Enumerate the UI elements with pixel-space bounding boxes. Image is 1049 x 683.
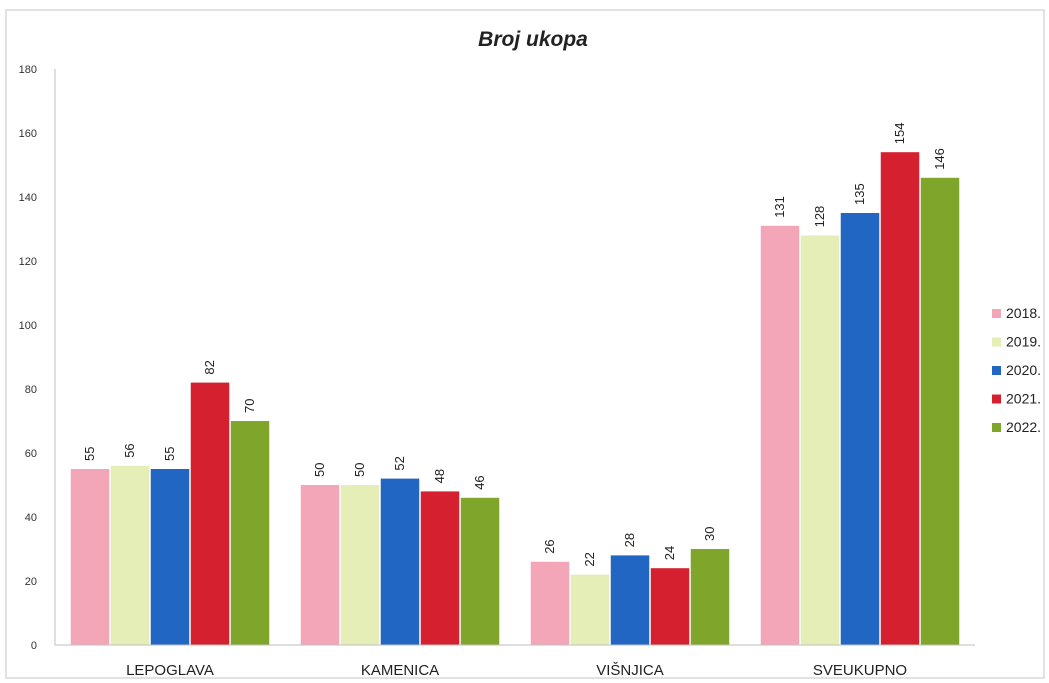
- data-label: 50: [352, 463, 367, 477]
- bars: 55 56 55 82 70 50 50 52 48 46 26 22 28 24 30 131 128 135 1…: [70, 122, 960, 646]
- legend-label: 2020.: [1006, 362, 1041, 378]
- data-label: 82: [202, 360, 217, 374]
- data-label: 50: [312, 463, 327, 477]
- bar-2022-višnjica: [690, 549, 730, 645]
- legend-swatch: [992, 337, 1001, 347]
- data-label: 30: [702, 527, 717, 541]
- legend-label: 2021.: [1006, 391, 1041, 407]
- bar-2021-sveukupno: [880, 152, 920, 645]
- bar-2020-višnjica: [610, 555, 650, 645]
- data-label: 70: [242, 399, 257, 413]
- bar-2022-lepoglava: [230, 421, 270, 645]
- y-tick-label: 120: [19, 256, 37, 268]
- x-tick-label: KAMENICA: [361, 662, 439, 679]
- data-label: 52: [392, 456, 407, 470]
- bar-2020-kamenica: [380, 478, 420, 645]
- bar-2018-višnjica: [530, 561, 570, 645]
- data-label: 128: [812, 206, 827, 228]
- legend-swatch: [992, 366, 1001, 375]
- x-tick-label: VIŠNJICA: [596, 662, 664, 679]
- bar-2020-lepoglava: [150, 469, 190, 645]
- bar-2022-sveukupno: [920, 177, 960, 646]
- bar-2020-sveukupno: [840, 213, 880, 645]
- bar-2022-kamenica: [460, 497, 500, 645]
- y-tick-label: 20: [25, 576, 37, 588]
- y-tick-label: 60: [25, 448, 37, 460]
- chart-title: Broj ukopa: [478, 28, 588, 51]
- data-label: 46: [472, 475, 487, 489]
- y-tick-label: 40: [25, 512, 37, 524]
- data-label: 22: [582, 552, 597, 566]
- legend: 2018. 2019. 2020. 2021. 2022.: [992, 305, 1041, 435]
- data-label: 154: [892, 122, 907, 144]
- x-tick-label: SVEUKUPNO: [813, 662, 907, 679]
- bar-2021-kamenica: [420, 491, 460, 645]
- bar-2018-sveukupno: [760, 225, 800, 646]
- bar-2019-višnjica: [570, 574, 610, 645]
- y-tick-label: 100: [19, 320, 37, 332]
- y-tick-label: 160: [19, 128, 37, 140]
- legend-label: 2018.: [1006, 305, 1041, 321]
- data-label: 24: [662, 546, 677, 560]
- data-label: 28: [622, 533, 637, 547]
- bar-2018-kamenica: [300, 485, 340, 645]
- data-label: 135: [852, 183, 867, 205]
- x-axis: LEPOGLAVA KAMENICA VIŠNJICA SVEUKUPNO: [55, 644, 975, 679]
- data-label: 56: [122, 443, 137, 457]
- y-tick-label: 0: [31, 640, 37, 652]
- data-label: 55: [82, 447, 97, 461]
- legend-swatch: [992, 394, 1001, 404]
- legend-swatch: [992, 309, 1001, 318]
- data-label: 26: [542, 539, 557, 553]
- bar-2019-lepoglava: [110, 465, 150, 645]
- legend-swatch: [992, 423, 1001, 432]
- data-label: 146: [932, 148, 947, 170]
- data-label: 55: [162, 447, 177, 461]
- data-label: 131: [772, 196, 787, 218]
- data-label: 48: [432, 469, 447, 483]
- legend-label: 2022.: [1006, 419, 1041, 435]
- bar-2021-lepoglava: [190, 382, 230, 645]
- bar-2018-lepoglava: [70, 469, 110, 645]
- y-tick-label: 180: [19, 64, 37, 76]
- bar-2019-kamenica: [340, 485, 380, 645]
- y-tick-label: 80: [25, 384, 37, 396]
- y-axis: 0 20 40 60 80 100 120 140 160 180: [19, 64, 56, 652]
- bar-2021-višnjica: [650, 568, 690, 645]
- legend-label: 2019.: [1006, 334, 1041, 350]
- y-tick-label: 140: [19, 192, 37, 204]
- bar-2019-sveukupno: [800, 235, 840, 645]
- x-tick-label: LEPOGLAVA: [126, 662, 214, 679]
